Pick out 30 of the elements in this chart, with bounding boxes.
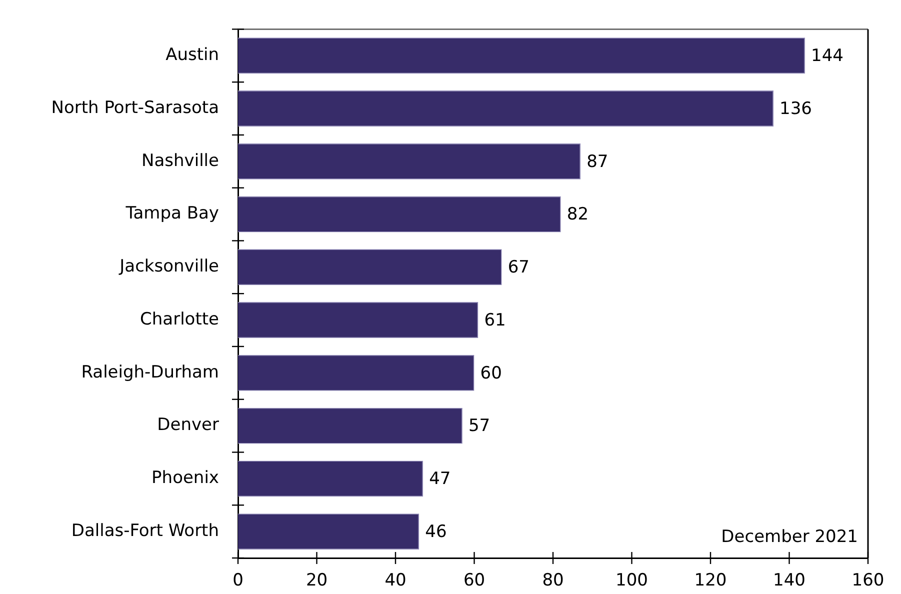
y-tick-label: Jacksonville <box>118 256 219 277</box>
y-tick-label: Austin <box>166 45 219 66</box>
data-label: 87 <box>586 152 608 172</box>
data-label: 61 <box>484 310 506 330</box>
data-label: 82 <box>566 204 589 225</box>
x-tick-label: 40 <box>384 570 406 591</box>
x-tick-label: 60 <box>463 570 486 591</box>
x-tick-label: 140 <box>773 570 806 591</box>
y-tick-label: North Port-Sarasota <box>51 98 219 118</box>
x-tick-label: 100 <box>616 570 648 591</box>
y-tick-label: Phoenix <box>152 468 219 488</box>
data-label: 57 <box>468 416 490 436</box>
x-tick-label: 20 <box>306 570 328 591</box>
data-label: 46 <box>425 522 447 542</box>
data-label: 144 <box>811 46 844 66</box>
x-tick-label: 120 <box>694 570 727 591</box>
y-tick-label: Tampa Bay <box>124 204 219 224</box>
x-tick-label: 80 <box>542 570 564 591</box>
y-tick-label: Raleigh-Durham <box>81 362 219 382</box>
data-label: 136 <box>780 98 812 119</box>
y-tick-label: Charlotte <box>140 309 219 330</box>
data-label: 60 <box>480 363 502 384</box>
x-tick-label: 0 <box>232 570 244 591</box>
annotation: December 2021 <box>721 527 858 547</box>
data-label: 47 <box>429 469 451 490</box>
x-tick-label: 160 <box>852 570 884 591</box>
data-label: 67 <box>508 258 530 278</box>
y-tick-label: Dallas-Fort Worth <box>71 520 219 541</box>
y-tick-label: Denver <box>157 415 219 436</box>
y-tick-label: Nashville <box>142 150 219 171</box>
